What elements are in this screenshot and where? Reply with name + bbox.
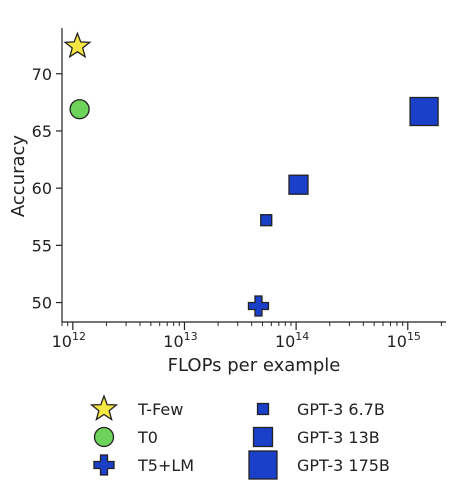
legend-marker-gpt-3-6-7b <box>256 402 270 416</box>
y-tick-label: 60 <box>32 179 52 198</box>
y-tick-label: 55 <box>32 236 52 255</box>
x-tick-label: 1015 <box>387 330 421 351</box>
y-tick-label: 50 <box>32 294 52 313</box>
x-axis-label: FLOPs per example <box>168 355 341 376</box>
data-points <box>63 31 439 317</box>
legend-marker-gpt-3-13b <box>252 426 274 448</box>
legend-label-t5-lm: T5+LM <box>137 456 194 475</box>
legend-label-t0: T0 <box>137 428 158 447</box>
legend-label-t-few: T-Few <box>137 400 183 419</box>
plot-axes: 50 55 60 65 70 1012 1013 1014 1015 <box>32 28 446 351</box>
y-axis-label: Accuracy <box>8 135 29 218</box>
legend-label-gpt-3-175b: GPT-3 175B <box>297 456 390 475</box>
x-tick-label: 1013 <box>163 330 197 351</box>
x-tick-label: 1012 <box>52 330 86 351</box>
legend-label-gpt-3-6-7b: GPT-3 6.7B <box>297 400 385 419</box>
legend-marker-gpt-3-175b <box>248 450 278 480</box>
x-tick-label: 1014 <box>275 330 309 351</box>
point-t5-lm <box>247 295 270 317</box>
legend-marker-t0 <box>93 426 115 448</box>
point-gpt-3-175b <box>409 96 439 127</box>
legend: T-Few T0 T5+LM GPT-3 6.7B GPT-3 13B GPT-3 175… <box>89 394 390 480</box>
legend-label-gpt-3-13b: GPT-3 13B <box>297 428 380 447</box>
point-t-few <box>63 31 92 59</box>
point-gpt-3-6-7b <box>260 214 273 227</box>
point-t0 <box>69 99 90 120</box>
y-tick-label: 65 <box>32 122 52 141</box>
legend-marker-t5-lm <box>93 454 115 476</box>
point-gpt-3-13b <box>288 174 309 195</box>
y-tick-label: 70 <box>32 65 52 84</box>
legend-marker-t-few <box>89 394 119 421</box>
